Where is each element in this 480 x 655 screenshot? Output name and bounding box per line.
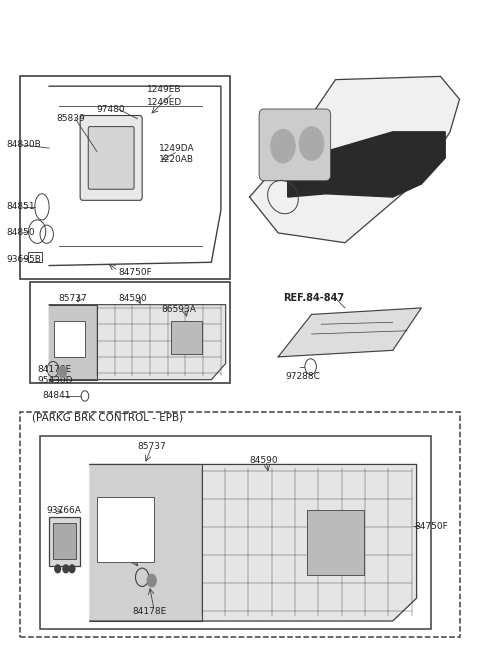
- Text: 84851: 84851: [6, 202, 35, 212]
- Bar: [307, 510, 364, 575]
- Text: 85737: 85737: [59, 293, 87, 303]
- Text: 93766A: 93766A: [47, 506, 82, 515]
- Text: 84750F: 84750F: [118, 267, 152, 276]
- Circle shape: [69, 565, 75, 572]
- Bar: [49, 517, 80, 565]
- Text: 1220AB: 1220AB: [159, 155, 194, 164]
- Text: 84590: 84590: [118, 293, 147, 303]
- Text: 85737: 85737: [137, 441, 166, 451]
- Bar: [39, 436, 431, 629]
- Polygon shape: [288, 132, 445, 197]
- Text: 95430D: 95430D: [37, 377, 72, 386]
- Circle shape: [271, 129, 295, 163]
- Text: 84178E: 84178E: [37, 365, 72, 375]
- Polygon shape: [250, 77, 459, 243]
- Text: 1249ED: 1249ED: [147, 98, 182, 107]
- Circle shape: [299, 126, 324, 160]
- Polygon shape: [90, 464, 202, 621]
- Text: 86593A: 86593A: [161, 305, 196, 314]
- FancyBboxPatch shape: [80, 115, 142, 200]
- Circle shape: [55, 565, 60, 572]
- Text: 97288C: 97288C: [285, 372, 320, 381]
- Circle shape: [58, 366, 67, 378]
- Text: 84830B: 84830B: [6, 140, 41, 149]
- Text: 1249DA: 1249DA: [159, 143, 194, 153]
- FancyBboxPatch shape: [88, 126, 134, 189]
- Text: 84841: 84841: [42, 392, 71, 400]
- Text: 97480: 97480: [97, 105, 125, 113]
- Bar: [97, 497, 154, 562]
- FancyBboxPatch shape: [259, 109, 331, 181]
- Circle shape: [63, 565, 69, 572]
- Text: 84590: 84590: [250, 456, 278, 465]
- Bar: [21, 77, 230, 278]
- Text: 1249EB: 1249EB: [147, 85, 181, 94]
- Polygon shape: [49, 305, 97, 380]
- Bar: [30, 282, 230, 383]
- Text: 84178E: 84178E: [132, 607, 167, 616]
- Text: 85839: 85839: [56, 114, 85, 123]
- Bar: [53, 523, 76, 559]
- Polygon shape: [278, 308, 421, 357]
- Text: 93695B: 93695B: [6, 255, 41, 263]
- Bar: [21, 412, 459, 637]
- Bar: [28, 252, 42, 262]
- Polygon shape: [49, 305, 226, 380]
- Bar: [171, 321, 202, 354]
- Text: 95430D: 95430D: [111, 548, 147, 557]
- Circle shape: [147, 574, 156, 587]
- Text: (PARKG BRK CONTROL - EPB): (PARKG BRK CONTROL - EPB): [33, 412, 183, 422]
- Text: REF.84-847: REF.84-847: [283, 293, 344, 303]
- Text: 84750F: 84750F: [414, 522, 448, 531]
- Polygon shape: [90, 464, 417, 621]
- Text: 84850: 84850: [6, 229, 35, 237]
- Bar: [54, 321, 85, 357]
